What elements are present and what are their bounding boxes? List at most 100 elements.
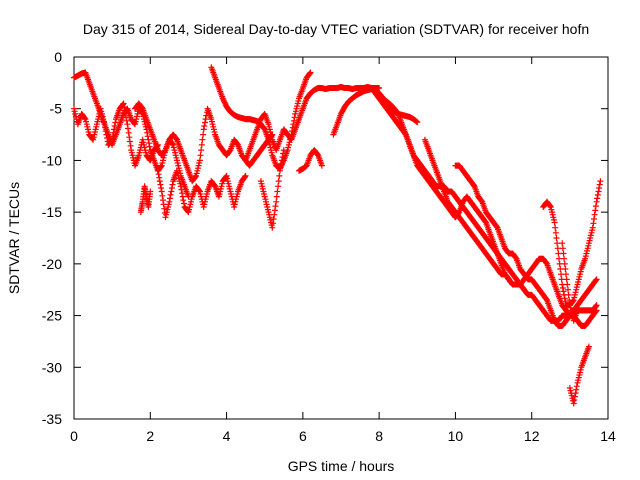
chart-title: Day 315 of 2014, Sidereal Day-to-day VTE… [83, 21, 589, 37]
data-point [596, 181, 603, 188]
data-point [593, 302, 600, 309]
data-point [199, 136, 206, 143]
data-point [559, 281, 566, 288]
data-point [559, 245, 566, 252]
data-point [521, 286, 528, 293]
data-point [570, 297, 576, 304]
plot-frame [73, 56, 609, 420]
data-point [554, 240, 561, 247]
data-point [201, 123, 208, 129]
data-point [556, 255, 562, 262]
y-axis-label: SDTVAR / TECUs [6, 182, 22, 294]
y-tick-label: -5 [50, 101, 63, 117]
data-point [123, 114, 130, 121]
data-point [592, 203, 599, 210]
data-point [275, 183, 282, 190]
data-point [126, 138, 133, 145]
data-point [592, 303, 599, 310]
data-point [144, 133, 151, 140]
data-point [554, 245, 561, 252]
data-point [160, 201, 167, 208]
data-point [280, 147, 287, 154]
data-point [169, 181, 176, 188]
x-tick-label: 8 [375, 428, 383, 444]
data-point [147, 188, 154, 195]
data-point [276, 172, 283, 179]
data-point [565, 291, 572, 298]
data-point [571, 393, 578, 400]
data-point [242, 172, 249, 179]
data-point [274, 188, 281, 195]
data-point [594, 191, 601, 198]
data-point [169, 141, 176, 148]
data-point [83, 121, 90, 128]
data-point [156, 178, 163, 185]
data-point [574, 307, 581, 314]
data-point [585, 343, 592, 350]
data-point [593, 276, 600, 283]
data-point [265, 121, 272, 128]
data-point [200, 131, 207, 138]
x-tick-label: 10 [448, 428, 464, 444]
data-point [103, 131, 110, 138]
data-point [414, 119, 421, 126]
data-point [566, 297, 573, 304]
data-point [558, 276, 565, 283]
data-point [198, 147, 205, 154]
x-tick-label: 12 [524, 428, 540, 444]
data-point [154, 167, 161, 174]
data-point [565, 286, 571, 293]
data-point [198, 141, 205, 148]
data-point [178, 186, 185, 193]
data-point [111, 126, 117, 133]
data-point [318, 162, 325, 169]
data-point [180, 197, 187, 204]
data-point [111, 123, 118, 129]
data-point [552, 229, 559, 236]
data-point [192, 173, 199, 180]
data-point [101, 121, 108, 128]
data-point [125, 125, 131, 132]
data-point [573, 383, 580, 390]
data-point [555, 250, 562, 257]
data-point [559, 240, 566, 247]
data-point [596, 185, 603, 191]
y-tick-label: -35 [42, 411, 62, 427]
data-point [269, 224, 276, 231]
data-point [275, 178, 282, 185]
data-point [146, 143, 153, 150]
data-point [591, 211, 598, 218]
data-point [197, 152, 204, 159]
data-point [280, 150, 287, 157]
data-point [97, 105, 104, 112]
data-point [158, 188, 165, 195]
data-point [278, 160, 285, 167]
x-tick-label: 14 [600, 428, 616, 444]
data-point [273, 193, 280, 200]
data-point [102, 124, 109, 131]
data-point [597, 178, 604, 185]
data-point [553, 235, 560, 241]
data-point [563, 276, 570, 283]
data-point [563, 271, 569, 278]
data-point [560, 250, 567, 257]
data-point [562, 266, 569, 272]
data-point [593, 307, 600, 314]
data-point [592, 308, 599, 315]
data-point [270, 216, 277, 222]
y-tick-label: -15 [42, 204, 62, 220]
x-tick-label: 6 [299, 428, 307, 444]
data-point [307, 69, 314, 76]
data-point [551, 219, 558, 226]
data-point [564, 281, 571, 288]
x-tick-label: 0 [70, 428, 78, 444]
data-point [589, 224, 596, 231]
x-axis-label: GPS time / hours [288, 458, 395, 474]
data-point [121, 104, 128, 110]
data-point [112, 119, 119, 126]
axis-ticks: 0 2 4 6 8 10 12 14 0 -5 -10 -15 -20 -25 -30 -35 [42, 49, 616, 444]
data-point [561, 295, 568, 302]
data-points [71, 64, 604, 407]
y-tick-label: -10 [42, 152, 62, 168]
